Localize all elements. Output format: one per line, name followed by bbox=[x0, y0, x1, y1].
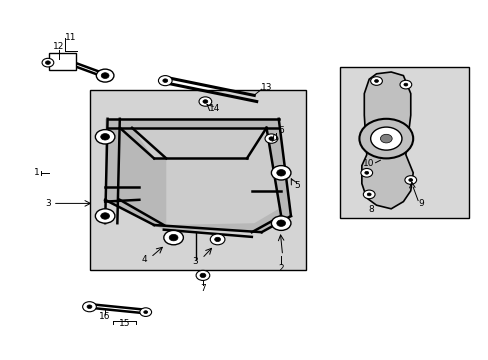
Circle shape bbox=[264, 134, 277, 143]
Polygon shape bbox=[105, 119, 290, 232]
Circle shape bbox=[196, 270, 209, 280]
Polygon shape bbox=[132, 128, 278, 225]
Text: 4: 4 bbox=[141, 256, 147, 264]
Circle shape bbox=[366, 193, 370, 196]
Circle shape bbox=[363, 190, 374, 199]
Text: 3: 3 bbox=[192, 256, 198, 266]
Circle shape bbox=[404, 176, 416, 184]
Circle shape bbox=[45, 61, 50, 64]
Circle shape bbox=[163, 79, 167, 82]
Text: 16: 16 bbox=[99, 312, 111, 321]
Circle shape bbox=[276, 170, 285, 176]
Circle shape bbox=[140, 308, 151, 316]
Circle shape bbox=[169, 234, 178, 241]
Text: 14: 14 bbox=[208, 104, 220, 113]
Circle shape bbox=[380, 134, 391, 143]
Circle shape bbox=[271, 166, 290, 180]
Circle shape bbox=[101, 134, 109, 140]
Text: 3: 3 bbox=[45, 199, 51, 208]
Text: 15: 15 bbox=[119, 320, 130, 328]
Circle shape bbox=[210, 234, 224, 245]
Circle shape bbox=[163, 230, 183, 245]
Text: 12: 12 bbox=[53, 42, 64, 51]
Circle shape bbox=[399, 80, 411, 89]
Text: 8: 8 bbox=[368, 205, 374, 214]
Polygon shape bbox=[361, 72, 412, 209]
Circle shape bbox=[214, 237, 220, 242]
Circle shape bbox=[360, 168, 372, 177]
Circle shape bbox=[370, 127, 401, 150]
Text: 1: 1 bbox=[34, 168, 40, 177]
Text: 11: 11 bbox=[65, 33, 77, 42]
Circle shape bbox=[364, 171, 368, 174]
Text: 10: 10 bbox=[363, 159, 374, 168]
Text: 5: 5 bbox=[294, 181, 300, 190]
Circle shape bbox=[203, 100, 207, 103]
Circle shape bbox=[158, 76, 172, 86]
Circle shape bbox=[199, 97, 211, 106]
Bar bbox=[90, 90, 305, 270]
Circle shape bbox=[200, 273, 205, 278]
Circle shape bbox=[95, 209, 115, 223]
Circle shape bbox=[276, 220, 285, 226]
Text: 9: 9 bbox=[418, 199, 424, 208]
Circle shape bbox=[268, 137, 273, 140]
Text: 6: 6 bbox=[278, 126, 284, 135]
Circle shape bbox=[101, 73, 109, 78]
Circle shape bbox=[359, 119, 412, 158]
Circle shape bbox=[370, 77, 382, 85]
Circle shape bbox=[96, 69, 114, 82]
Circle shape bbox=[374, 80, 378, 82]
Circle shape bbox=[403, 83, 407, 86]
Bar bbox=[49, 53, 76, 70]
Circle shape bbox=[95, 130, 115, 144]
Circle shape bbox=[408, 179, 412, 181]
Circle shape bbox=[143, 311, 147, 314]
Text: 7: 7 bbox=[200, 284, 205, 293]
Circle shape bbox=[42, 58, 54, 67]
Circle shape bbox=[87, 305, 92, 309]
Bar bbox=[339, 67, 468, 218]
Text: 13: 13 bbox=[260, 83, 272, 92]
Text: 2: 2 bbox=[278, 264, 284, 273]
Circle shape bbox=[271, 216, 290, 230]
Circle shape bbox=[101, 213, 109, 219]
Circle shape bbox=[82, 302, 96, 312]
